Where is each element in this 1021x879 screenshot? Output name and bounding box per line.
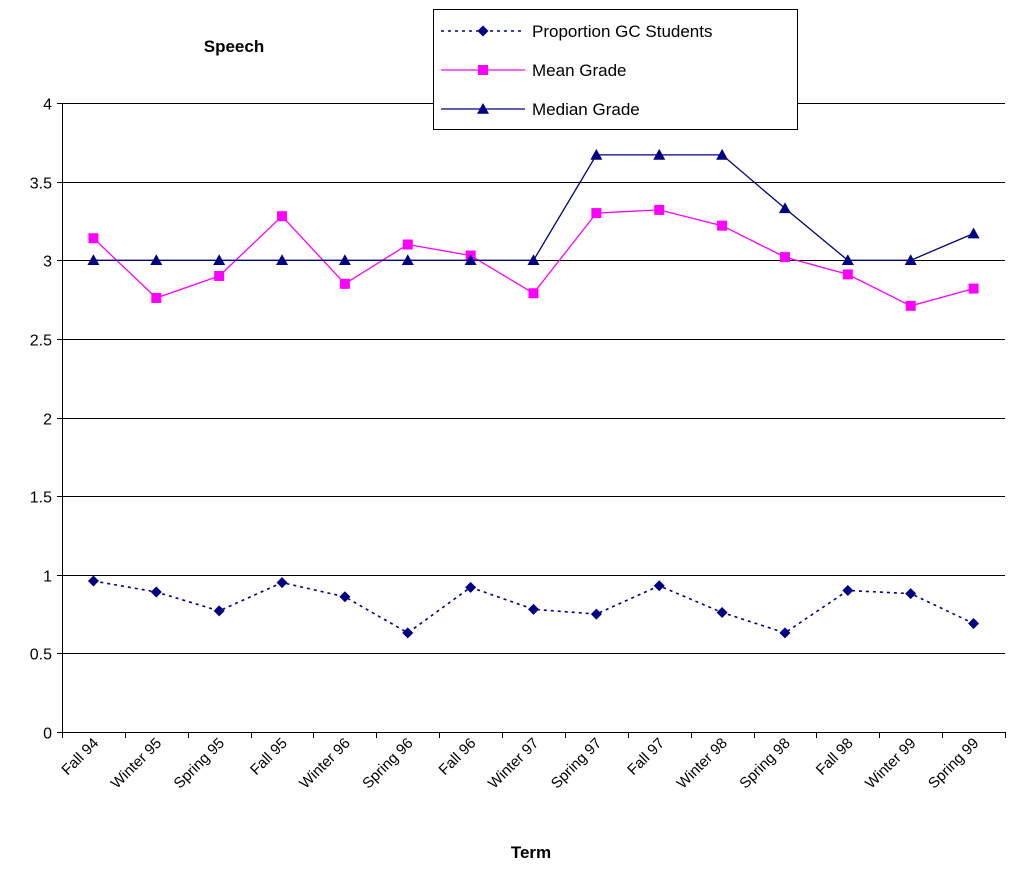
data-point: [590, 608, 602, 620]
data-point: [967, 227, 980, 239]
x-tick-label: Winter 96: [296, 735, 353, 792]
x-tick-label: Fall 98: [813, 735, 857, 779]
y-tick-label: 3.5: [30, 176, 52, 193]
y-tick-label: 1: [43, 569, 52, 586]
data-point: [277, 211, 288, 222]
x-tick-label: Winter 98: [674, 735, 731, 792]
y-tick-label: 1.5: [30, 490, 52, 507]
x-tick-label: Spring 95: [171, 735, 228, 792]
x-tick-label: Spring 98: [736, 735, 793, 792]
x-axis-title: Term: [511, 843, 551, 862]
x-tick-label: Winter 95: [108, 735, 165, 792]
y-tick-label: 0: [43, 726, 52, 743]
data-point: [653, 148, 666, 160]
x-tick-label: Spring 97: [548, 735, 605, 792]
legend-marker: [478, 65, 488, 75]
data-point: [150, 254, 163, 266]
legend-label: Mean Grade: [532, 61, 627, 80]
data-point: [779, 627, 791, 639]
legend-marker: [477, 25, 489, 37]
data-point: [590, 148, 603, 160]
y-tick-label: 4: [43, 97, 52, 114]
data-point: [150, 586, 162, 598]
data-point: [842, 584, 854, 596]
data-point: [905, 300, 916, 311]
data-point: [591, 208, 602, 219]
gridlines: [62, 103, 1005, 654]
data-point: [213, 605, 225, 617]
legend-label: Median Grade: [532, 100, 640, 119]
data-point: [151, 292, 162, 303]
data-point: [653, 580, 665, 592]
data-point: [402, 627, 414, 639]
data-point: [401, 254, 414, 266]
data-point: [841, 254, 854, 266]
data-point: [968, 617, 980, 629]
series-line: [93, 154, 974, 261]
x-tick-label: Fall 94: [58, 735, 102, 779]
data-point: [88, 233, 99, 244]
data-point: [527, 254, 540, 266]
data-point: [528, 288, 539, 299]
y-tick-label: 2.5: [30, 333, 52, 350]
data-point: [339, 278, 350, 289]
x-tick-label: Winter 99: [862, 735, 919, 792]
x-tick-label: Spring 96: [359, 735, 416, 792]
y-tick-label: 2: [43, 412, 52, 429]
chart-title: Speech: [204, 37, 264, 56]
data-point: [214, 270, 225, 281]
data-point: [968, 283, 979, 294]
data-point: [842, 269, 853, 280]
x-tick-label: Spring 99: [925, 735, 982, 792]
data-point: [716, 606, 728, 618]
series-2: [87, 148, 980, 266]
y-tick-label: 0.5: [30, 647, 52, 664]
legend: Proportion GC Students Mean Grade Median G…: [433, 9, 798, 130]
data-point: [339, 591, 351, 603]
data-point: [716, 148, 729, 160]
data-point: [717, 220, 728, 231]
data-point: [528, 603, 539, 615]
data-point: [276, 254, 289, 266]
x-tick-label: Winter 97: [485, 735, 542, 792]
x-tick-label: Fall 96: [436, 735, 480, 779]
data-point: [87, 254, 100, 266]
series-1: [88, 204, 979, 311]
data-point: [402, 239, 413, 250]
series-group: [87, 148, 980, 639]
data-point: [464, 254, 477, 266]
y-tick-label: 3: [43, 254, 52, 271]
data-point: [778, 202, 791, 214]
data-point: [465, 581, 477, 593]
x-tick-label: Fall 95: [247, 735, 291, 779]
x-tick-label: Fall 97: [624, 735, 668, 779]
data-point: [276, 577, 288, 589]
legend-marker: [477, 103, 489, 114]
data-point: [654, 204, 665, 215]
data-point: [905, 588, 917, 600]
series-0: [87, 575, 980, 639]
data-point: [213, 254, 226, 266]
legend-label: Proportion GC Students: [532, 22, 712, 41]
data-point: [87, 575, 99, 587]
data-point: [338, 254, 351, 266]
data-point: [779, 252, 790, 263]
data-point: [904, 254, 917, 266]
